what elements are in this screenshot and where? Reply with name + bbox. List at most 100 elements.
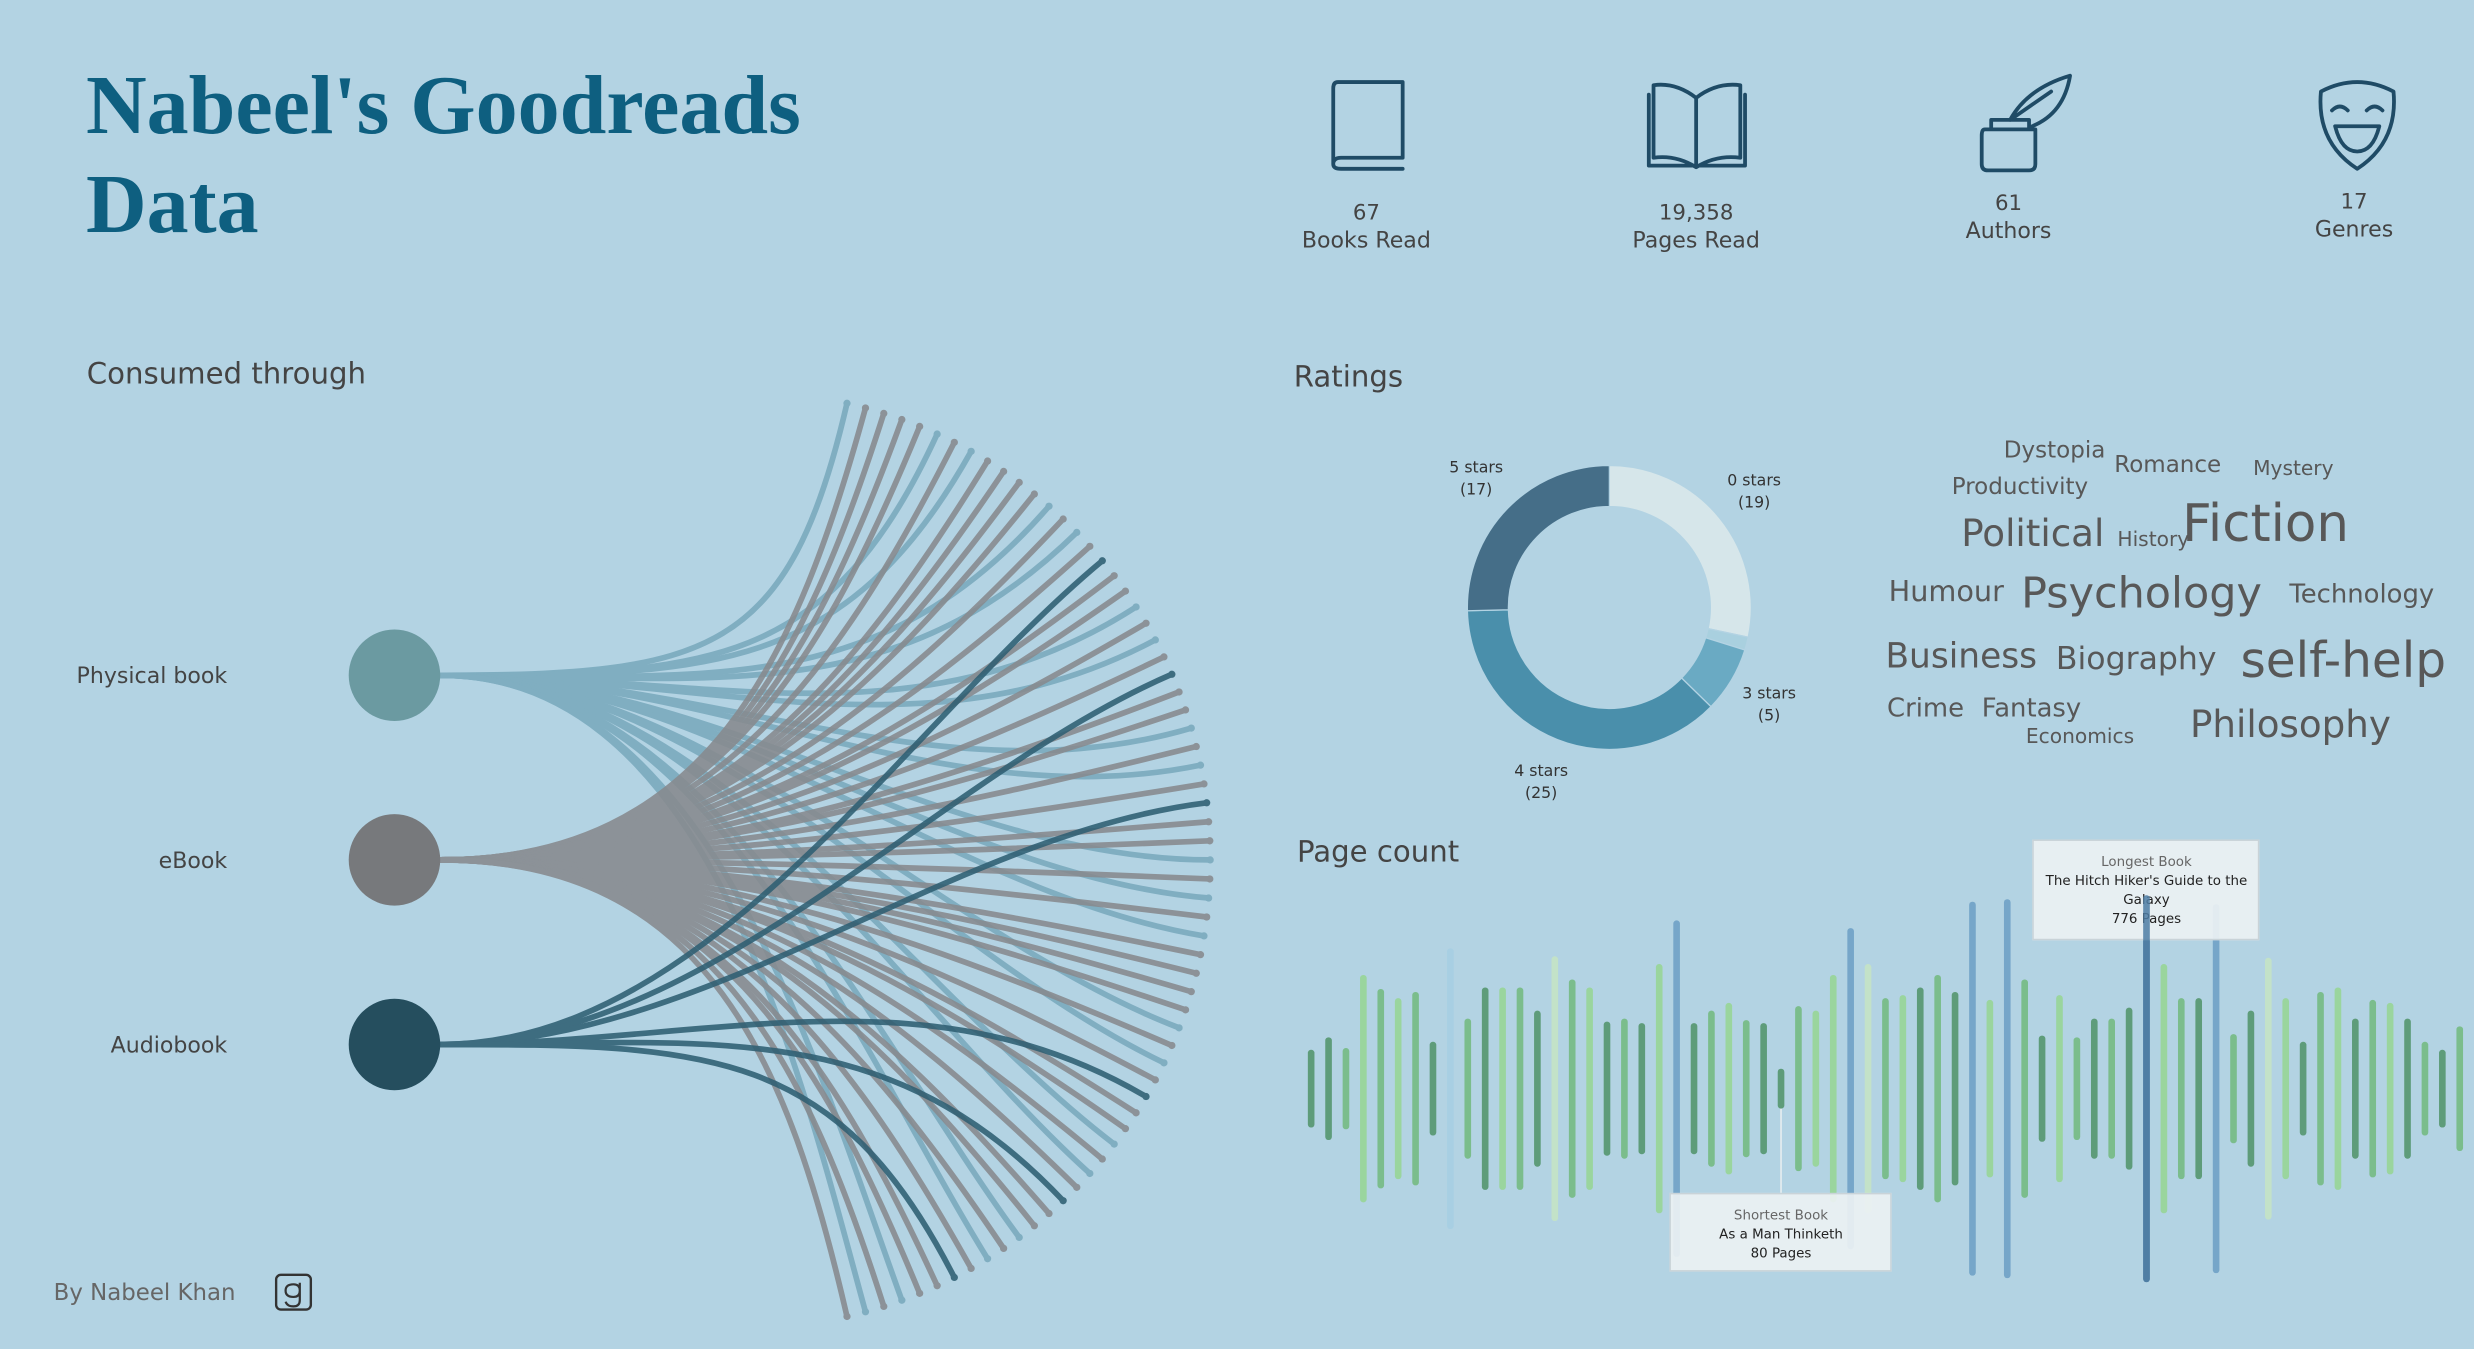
link-end: [950, 438, 958, 446]
page-bar: [2317, 991, 2324, 1186]
link: [437, 799, 1210, 1048]
link-end: [1196, 761, 1205, 769]
link-end: [967, 447, 975, 455]
link: [437, 671, 1175, 1048]
link-end: [843, 399, 851, 407]
page-bar: [1464, 1018, 1472, 1159]
page-bar: [1586, 987, 1593, 1190]
slice-label: 0 stars: [1727, 471, 1781, 490]
link-end: [1168, 1041, 1176, 1050]
page-bar: [2108, 1018, 2116, 1159]
link-end: [1086, 542, 1094, 550]
link-end: [1059, 1197, 1067, 1205]
page-bar: [2160, 964, 2168, 1214]
annotation: Shortest Book As a Man Thinketh 80 Pages: [1669, 1192, 1893, 1272]
page-bar: [1412, 991, 1419, 1186]
page-bar: [1986, 999, 1994, 1178]
page-bar: [2404, 1018, 2411, 1159]
page-bar: [2352, 1018, 2359, 1159]
link-end: [1151, 636, 1159, 644]
link-end: [950, 1273, 958, 1282]
link-end: [983, 457, 992, 465]
link-end: [1030, 1222, 1038, 1230]
link-end: [1181, 1006, 1190, 1014]
link-end: [1110, 572, 1118, 580]
link-end: [1192, 742, 1200, 751]
link-group: [437, 404, 1214, 1321]
page-bar: [2195, 998, 2203, 1180]
page-bar: [1951, 991, 1959, 1186]
page-bar: [2369, 999, 2377, 1178]
page-bar: [2386, 1002, 2394, 1175]
page-bar: [1899, 995, 1907, 1183]
page-bar: [2003, 899, 2011, 1279]
page-bar: [2421, 1041, 2429, 1136]
node-label: Physical book: [77, 664, 228, 689]
page-bar: [2265, 957, 2272, 1220]
page-bar: [1760, 1023, 1767, 1155]
link-end: [1132, 603, 1140, 611]
page-bar: [2090, 1018, 2098, 1159]
donut-slice: [1608, 464, 1752, 638]
link-end: [1045, 1209, 1053, 1218]
link-end: [933, 1282, 941, 1290]
link-end: [1015, 478, 1023, 487]
link-end: [1121, 1125, 1130, 1133]
link-end: [1160, 1059, 1168, 1067]
link-end: [1086, 1169, 1094, 1178]
link-end: [1121, 587, 1130, 595]
link-end: [1168, 670, 1176, 678]
genre-word: Philosophy: [2190, 702, 2391, 746]
slice-label: 5 stars: [1449, 458, 1503, 477]
link-end: [1045, 502, 1053, 510]
link-end: [1204, 818, 1213, 826]
link-end: [916, 422, 924, 431]
node-label: Audiobook: [111, 1033, 228, 1058]
page-bar: [1742, 1020, 1750, 1158]
page-bar: [2299, 1041, 2307, 1136]
link: [437, 557, 1106, 1048]
genre-word: Biography: [2056, 641, 2217, 677]
page-bar: [1725, 1002, 1733, 1175]
annotation-text: As a Man Thinketh: [1719, 1227, 1843, 1244]
page-bar: [2073, 1037, 2081, 1141]
dashboard-title: Nabeel's Goodreads Data: [86, 59, 801, 251]
page-bar: [1847, 928, 1854, 1250]
link-end: [983, 1255, 992, 1263]
page-bar: [1516, 987, 1524, 1190]
genre-word: Technology: [2288, 580, 2434, 610]
icon-glyph: [284, 1282, 301, 1308]
page-bar: [1447, 948, 1454, 1230]
link-end: [1206, 837, 1214, 845]
section-title: Page count: [1297, 834, 1459, 868]
slice-value-label: (17): [1460, 480, 1492, 499]
slice-value-label: (25): [1525, 783, 1557, 802]
link-end: [1098, 557, 1106, 565]
node: [348, 998, 441, 1091]
page-bar: [1638, 1023, 1646, 1155]
page-bar: [1377, 988, 1385, 1189]
link-end: [1206, 875, 1214, 883]
kpi-label: Genres: [2315, 218, 2393, 243]
section-title: Ratings: [1294, 360, 1403, 394]
goodreads-icon: [274, 1273, 313, 1311]
kpi-value: 19,358: [1659, 200, 1734, 225]
link-end: [861, 404, 870, 412]
page-bar: [2247, 1010, 2255, 1167]
genre-word: Productivity: [1952, 474, 2088, 500]
page-bar: [2021, 979, 2028, 1198]
page-bar: [1882, 998, 1889, 1180]
page-bar: [2212, 904, 2220, 1274]
page-bar: [1795, 1006, 1802, 1172]
page-bar: [2456, 1026, 2464, 1151]
page-bar: [1934, 974, 1941, 1203]
genre-word: Romance: [2114, 452, 2221, 478]
kpi-value: 67: [1353, 200, 1380, 225]
page-bar: [1499, 987, 1506, 1190]
page-bar: [2177, 998, 2185, 1180]
link-end: [1110, 1140, 1118, 1148]
kpi-value: 17: [2341, 189, 2368, 214]
book-icon: [1331, 80, 1405, 171]
